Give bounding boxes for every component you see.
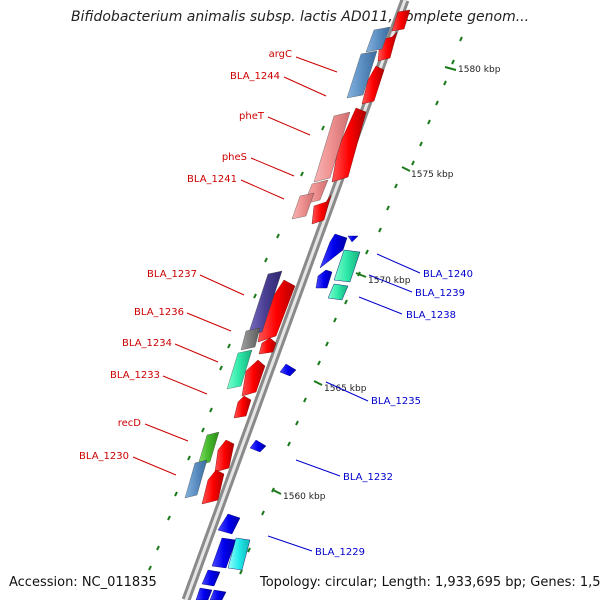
gene-label: BLA_1235 <box>371 396 421 407</box>
kbp-ticks: 1580 kbp 1575 kbp 1570 kbp 1565 kbp 1560… <box>272 65 501 502</box>
gene-label: BLA_1230 <box>79 451 129 462</box>
tick-label: 1565 kbp <box>324 384 367 394</box>
gene-label: BLA_1229 <box>315 547 365 558</box>
map-title: Bifidobacterium animalis subsp. lactis A… <box>70 9 530 25</box>
gene-label: argC <box>269 49 292 60</box>
gene-label: BLA_1240 <box>423 269 473 280</box>
gene-label: recD <box>118 418 142 429</box>
gene-label: BLA_1234 <box>122 338 172 349</box>
gene-label: BLA_1236 <box>134 307 184 318</box>
tick-label: 1575 kbp <box>411 170 454 180</box>
gene-label: pheS <box>222 152 247 163</box>
gene-label: BLA_1233 <box>110 370 160 381</box>
tick-track-right <box>239 36 463 575</box>
cds-reverse-track <box>195 233 361 600</box>
tick-track-left <box>148 125 325 571</box>
accession-text: Accession: NC_011835 <box>9 575 157 590</box>
feature-blocks-left <box>184 26 391 499</box>
cds-forward-track <box>201 9 411 505</box>
tick-label: 1570 kbp <box>368 276 411 286</box>
gene-label: BLA_1244 <box>230 71 280 82</box>
tick-label: 1580 kbp <box>458 65 501 75</box>
tick-label: 1560 kbp <box>283 492 326 502</box>
gene-label: BLA_1241 <box>187 174 237 185</box>
topology-text: Topology: circular; Length: 1,933,695 bp… <box>260 575 600 590</box>
gene-label: BLA_1232 <box>343 472 393 483</box>
gene-label: BLA_1238 <box>406 310 456 321</box>
gene-label: BLA_1239 <box>415 288 465 299</box>
gene-label: BLA_1237 <box>147 269 197 280</box>
gene-labels-right: BLA_1240 BLA_1239 BLA_1238 BLA_1235 BLA_… <box>267 253 473 558</box>
gene-labels-left: argC BLA_1244 pheT pheS BLA_1241 BLA_123… <box>79 49 338 476</box>
gene-label: pheT <box>239 111 265 122</box>
